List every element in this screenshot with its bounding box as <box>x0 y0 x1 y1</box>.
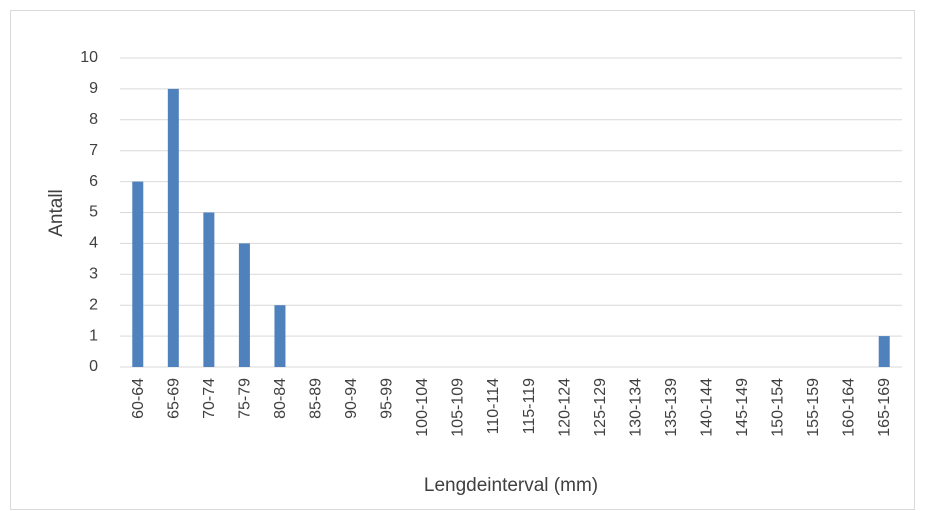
bar <box>132 181 144 367</box>
y-tick-label: 2 <box>89 296 98 313</box>
x-tick-label: 135-139 <box>663 378 680 437</box>
bars <box>132 88 890 368</box>
x-tick-label: 115-119 <box>521 378 538 434</box>
y-tick-label: 3 <box>89 266 98 283</box>
bar <box>878 336 890 367</box>
x-tick-label: 65-69 <box>165 378 182 419</box>
y-tick-labels: 0 1 2 3 4 5 6 7 8 9 10 <box>80 49 98 375</box>
y-tick-label: 5 <box>89 204 98 221</box>
x-tick-label: 85-89 <box>308 378 325 419</box>
bar <box>167 88 179 368</box>
x-tick-label: 90-94 <box>343 378 360 419</box>
x-tick-label: 75-79 <box>236 378 253 419</box>
bar <box>274 305 286 367</box>
x-tick-label: 165-169 <box>876 378 893 437</box>
bar <box>203 212 215 367</box>
y-tick-label: 0 <box>89 358 98 375</box>
x-tick-label: 105-109 <box>450 378 467 437</box>
y-axis-title: Antall <box>46 189 67 237</box>
x-tick-label: 130-134 <box>627 378 644 437</box>
x-axis-title: Lengdeinterval (mm) <box>424 475 598 496</box>
x-tick-labels: 60-64 65-69 70-74 75-79 80-84 85-89 90-94 95-99… <box>130 378 893 437</box>
y-tick-label: 6 <box>89 173 98 190</box>
y-tick-label: 1 <box>89 327 98 344</box>
chart-frame <box>10 10 915 510</box>
y-tick-label: 10 <box>80 49 98 66</box>
x-tick-label: 80-84 <box>272 378 289 419</box>
x-tick-label: 110-114 <box>485 378 502 434</box>
x-tick-label: 155-159 <box>805 378 822 437</box>
bar <box>238 243 250 367</box>
x-tick-label: 150-154 <box>770 378 787 437</box>
y-tick-label: 9 <box>89 80 98 97</box>
x-tick-label: 60-64 <box>130 378 147 419</box>
x-tick-label: 145-149 <box>734 378 751 437</box>
y-tick-label: 4 <box>89 235 98 252</box>
x-tick-label: 100-104 <box>414 378 431 437</box>
x-tick-label: 160-164 <box>841 378 858 437</box>
x-tick-label: 120-124 <box>556 378 573 437</box>
x-tick-label: 140-144 <box>699 378 716 437</box>
y-tick-label: 7 <box>89 142 98 159</box>
y-tick-label: 8 <box>89 111 98 128</box>
x-tick-label: 125-129 <box>592 378 609 437</box>
gridlines <box>120 57 902 368</box>
x-tick-label: 95-99 <box>379 378 396 419</box>
x-tick-label: 70-74 <box>201 378 218 419</box>
